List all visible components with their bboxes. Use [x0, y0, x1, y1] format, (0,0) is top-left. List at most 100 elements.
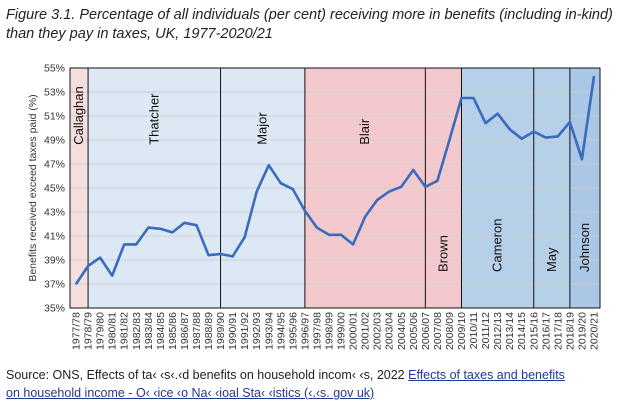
period-label-may: May [544, 247, 559, 272]
x-tick-label: 1997/98 [311, 312, 323, 350]
plot-frame [69, 67, 601, 309]
period-labels: Callaghan Thatcher Major Blair Brown Cameron M… [71, 86, 592, 272]
x-tick-label: 2001/02 [360, 312, 372, 350]
data-point [279, 182, 282, 184]
x-tick-label: 2000/01 [348, 312, 360, 350]
line-chart: Callaghan Thatcher Major Blair Brown Cameron M… [27, 63, 601, 350]
data-point [400, 186, 403, 188]
x-tick-label: 2020/21 [588, 312, 600, 350]
x-tick-label: 2015/16 [528, 312, 540, 350]
data-point [255, 190, 258, 193]
data-point [147, 226, 150, 229]
data-point [243, 236, 246, 238]
x-tick-label: 1999/00 [336, 312, 348, 350]
data-point [557, 135, 559, 138]
data-point [593, 75, 595, 78]
source-link-part-a: on household income - O [6, 386, 146, 400]
x-tick-label: 2003/04 [384, 312, 396, 350]
x-tick-label: 1984/85 [155, 312, 167, 350]
x-tick-label: 1994/95 [275, 312, 287, 350]
y-tick-label: 41% [44, 231, 65, 243]
x-tick-label: 2013/14 [504, 312, 516, 350]
source-text-c: s, 2022 [363, 368, 409, 382]
x-tick-label: 2019/20 [576, 312, 588, 350]
data-point [448, 139, 451, 141]
data-point [472, 97, 475, 99]
y-tick-label: 51% [44, 111, 65, 123]
x-tick-label: 1980/81 [107, 312, 119, 350]
data-point [123, 243, 126, 246]
data-point [424, 186, 427, 188]
y-tick-label: 43% [44, 207, 65, 219]
figure-title: Figure 3.1. Percentage of all individual… [6, 7, 613, 42]
data-point [520, 138, 523, 140]
x-tick-label: 2004/05 [396, 312, 408, 350]
y-tick-labels: 35% 37% 39% 41% 43% 45% 47% 49% 51% 53% 55% [44, 63, 65, 315]
series-line [74, 76, 596, 285]
y-tick-label: 37% [44, 279, 65, 291]
x-tick-label: 1992/93 [251, 312, 263, 350]
source-link-part-e: .‹s. gov uk) [312, 386, 375, 400]
data-point [195, 224, 198, 226]
y-tick-label: 49% [44, 135, 65, 147]
data-point [135, 243, 138, 246]
y-tick-label: 45% [44, 183, 65, 195]
y-tick-label: 39% [44, 255, 65, 267]
x-tick-label: 1978/79 [83, 312, 95, 350]
source-link-line2[interactable]: on household income - O‹ ‹ice ‹o Na‹ ‹io… [6, 386, 374, 400]
x-tick-label: 1998/99 [323, 312, 335, 350]
data-point [304, 210, 306, 212]
data-point [328, 234, 330, 236]
data-point [171, 231, 174, 234]
x-tick-label: 2018/19 [564, 312, 576, 350]
source-garbled-1: ‹ ‹s [152, 368, 171, 382]
period-label-brown: Brown [435, 235, 450, 272]
data-point [340, 234, 342, 236]
data-point [75, 283, 77, 285]
x-tick-label: 1989/90 [215, 312, 227, 350]
x-tick-label: 1996/97 [299, 312, 311, 350]
data-point [496, 112, 499, 115]
source-link-part-b: ‹o [173, 386, 189, 400]
y-tick-label: 47% [44, 159, 65, 171]
data-point [508, 128, 511, 130]
x-tick-label: 1981/82 [119, 312, 131, 350]
data-point [364, 216, 366, 218]
x-tick-labels: 1977/78 1978/79 1979/80 1980/81 1981/82 1982/… [71, 312, 601, 350]
data-point [412, 169, 415, 171]
source-link-garbled-4: ‹ ‹io [207, 386, 230, 400]
source-garbled-2: ‹ ‹ [351, 368, 364, 382]
source-link-line1[interactable]: Effects of taxes and benefits [408, 368, 565, 382]
period-label-blair: Blair [357, 118, 372, 145]
y-tick-label: 35% [44, 303, 65, 315]
x-tick-label: 1986/87 [179, 312, 191, 350]
data-point [532, 130, 535, 133]
data-point [460, 97, 463, 99]
data-point [219, 253, 222, 255]
data-point [87, 265, 89, 267]
data-point [231, 255, 234, 258]
y-axis-label: Benefits received exceed taxes paid (%) [27, 94, 39, 281]
x-tick-label: 1988/89 [203, 312, 215, 350]
data-point [436, 180, 439, 182]
x-tick-label: 2014/15 [516, 312, 528, 350]
x-tick-label: 2002/03 [372, 312, 384, 350]
period-label-thatcher: Thatcher [146, 93, 161, 145]
x-tick-label: 2012/13 [492, 312, 504, 350]
source-link-garbled-5: ‹ ‹istics (‹ [261, 386, 313, 400]
x-tick-label: 1993/94 [263, 312, 275, 350]
y-tick-label: 55% [44, 63, 65, 75]
x-tick-label: 2009/10 [456, 312, 468, 350]
x-tick-label: 2017/18 [552, 312, 564, 350]
x-tick-label: 2007/08 [432, 312, 444, 350]
period-label-callaghan: Callaghan [71, 86, 86, 145]
data-point [99, 256, 101, 259]
x-tick-label: 1977/78 [71, 312, 83, 350]
source-text-a: ‹.‹d [170, 368, 190, 382]
data-point [388, 190, 391, 193]
data-point [352, 243, 354, 246]
data-point [111, 274, 113, 277]
data-point [581, 158, 583, 160]
x-tick-label: 2016/17 [540, 312, 552, 350]
x-tick-label: 2010/11 [468, 312, 480, 349]
